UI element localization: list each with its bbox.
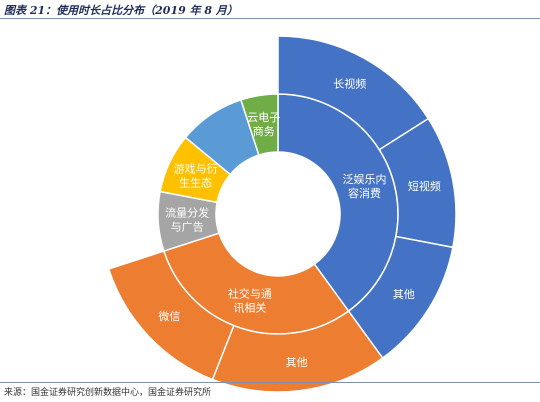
outer-ring [107,35,457,393]
inner-slice-5 [239,93,279,156]
outer-label-4: 微信 [158,309,180,323]
inner-label-5: 云电子商务 [247,111,280,138]
inner-label-1: 社交与通讯相关 [228,287,272,315]
source-note: 来源：国金证券研究创新数据中心，国金证券研究所 [4,388,212,398]
inner-label-3: 游戏与衍生生态 [174,161,218,189]
inner-label-0: 泛娱乐内容消费 [343,172,387,200]
bottom-divider [0,382,540,383]
outer-slice-4 [107,250,235,381]
outer-label-2: 其他 [393,288,415,301]
inner-ring [157,93,399,335]
outer-label-0: 长视频 [333,76,366,90]
outer-label-3: 其他 [286,356,308,369]
top-divider [0,18,540,19]
chart-title: 图表 21：使用时长占比分布（2019 年 8 月） [4,4,238,17]
inner-label-2: 流量分发与广告 [165,206,209,234]
outer-label-1: 短视频 [408,179,441,193]
